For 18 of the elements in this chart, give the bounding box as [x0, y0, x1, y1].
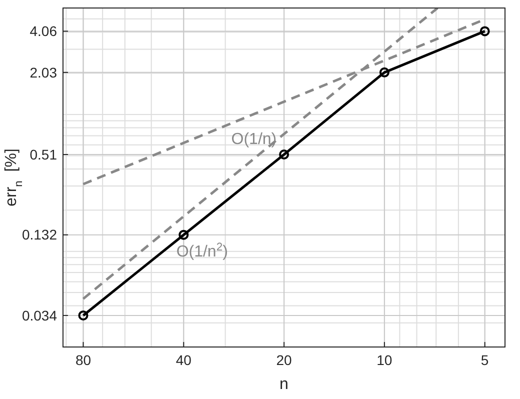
x-tick-label: 20 [276, 352, 292, 368]
x-tick-label: 5 [480, 352, 489, 368]
x-axis-title: n [280, 376, 288, 393]
point [480, 26, 490, 36]
y-tick-label: 0.132 [22, 226, 58, 243]
point [279, 150, 290, 160]
y-tick-label: 0.51 [30, 146, 58, 162]
y-tick-label: 0.034 [22, 307, 58, 324]
y-tick-label: 2.03 [30, 64, 58, 80]
point [78, 310, 88, 320]
annotation: O(1/n$^{2}$) [176, 242, 228, 261]
point [379, 67, 390, 78]
annotation: O(1/n) [231, 130, 277, 148]
x-tick-label: 80 [75, 352, 92, 368]
x-tick-label: 40 [176, 352, 192, 368]
point [178, 230, 189, 240]
x-tick-label: 10 [376, 352, 392, 368]
y-tick-label: 4.06 [30, 23, 58, 40]
